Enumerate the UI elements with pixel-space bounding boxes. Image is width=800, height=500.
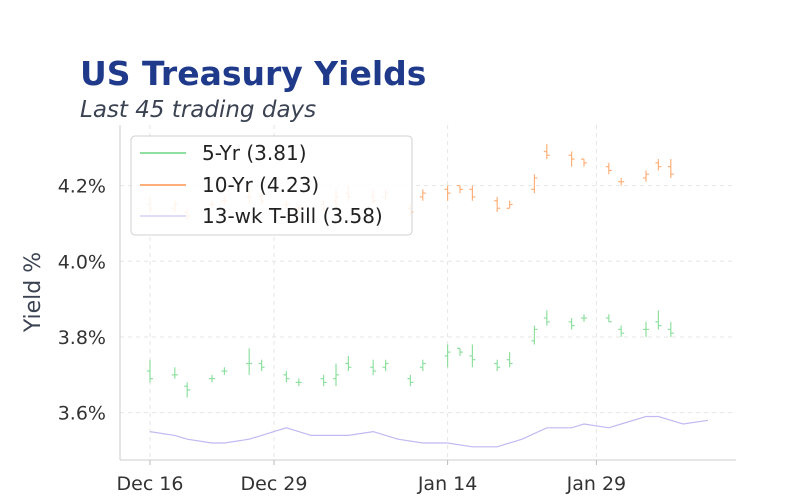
legend-label-5yr: 5-Yr (3.81): [202, 141, 307, 165]
ohlc-bar-5yr: [568, 318, 575, 330]
y-tick-label: 3.8%: [58, 327, 106, 349]
ohlc-bar-5yr: [246, 348, 253, 375]
ohlc-bar-5yr: [370, 359, 377, 375]
grid-lines: [120, 125, 736, 460]
ohlc-bar-5yr: [345, 355, 352, 372]
ohlc-bar-10yr: [568, 151, 575, 167]
ohlc-bar-10yr: [419, 189, 426, 201]
legend-box: [130, 135, 413, 236]
ohlc-bar-5yr: [283, 371, 290, 383]
tbill-line: [149, 415, 709, 448]
x-tick-label: Jan 29: [566, 473, 627, 495]
ohlc-bar-5yr: [494, 359, 501, 372]
ohlc-bar-5yr: [506, 352, 513, 368]
y-tick-labels: 3.6% 3.8% 4.0% 4.2%: [58, 176, 106, 425]
ohlc-bar-5yr: [333, 363, 339, 387]
y-axis-title: Yield %: [21, 252, 46, 333]
ohlc-bar-5yr: [184, 382, 191, 398]
x-tick-labels: Dec 16 Dec 29 Jan 14 Jan 29: [117, 460, 627, 495]
ohlc-bar-5yr: [320, 374, 327, 387]
ohlc-bar-10yr: [667, 159, 674, 178]
ohlc-bar-10yr: [531, 174, 538, 194]
ohlc-bar-5yr: [171, 367, 178, 379]
ohlc-bar-5yr: [605, 314, 612, 323]
ohlc-bar-5yr: [655, 310, 662, 330]
ohlc-bar-5yr: [581, 314, 587, 322]
ohlc-bar-5yr-group: [147, 310, 674, 398]
legend-label-10yr: 10-Yr (4.23): [202, 173, 319, 197]
ohlc-bar-5yr: [407, 374, 414, 387]
chart-subtitle: Last 45 trading days: [80, 97, 317, 123]
ohlc-bar-10yr: [457, 184, 463, 194]
ohlc-bar-10yr: [469, 185, 476, 201]
ohlc-bar-5yr: [419, 359, 426, 372]
ohlc-bar-5yr: [444, 344, 451, 368]
ohlc-bar-5yr: [382, 359, 389, 372]
y-tick-label: 4.2%: [58, 176, 106, 198]
ohlc-bar-10yr: [494, 196, 501, 213]
ohlc-bar-5yr: [258, 359, 265, 372]
axes: [119, 125, 736, 461]
x-tick-label: Dec 16: [117, 473, 184, 495]
y-tick-label: 3.6%: [58, 403, 106, 425]
ohlc-bar-10yr: [643, 170, 649, 182]
x-tick-label: Dec 29: [241, 473, 308, 495]
ohlc-bar-5yr: [221, 367, 228, 375]
ohlc-bar-10yr: [444, 185, 451, 201]
ohlc-bar-5yr: [543, 310, 550, 326]
legend: 5-Yr (3.81) 10-Yr (4.23) 13-wk T-Bill (3…: [130, 135, 413, 236]
ohlc-bar-5yr: [531, 325, 538, 345]
ohlc-bar-5yr: [618, 325, 625, 337]
ohlc-bar-5yr: [667, 321, 674, 337]
ohlc-bar-10yr: [506, 200, 513, 209]
y-tick-label: 4.0%: [58, 251, 106, 273]
ohlc-bar-5yr: [295, 378, 302, 387]
chart-title: US Treasury Yields: [80, 54, 427, 93]
ohlc-bar-5yr: [469, 344, 476, 368]
ohlc-bar-5yr: [209, 374, 215, 383]
ohlc-bar-10yr: [618, 177, 625, 186]
ohlc-bar-10yr: [655, 159, 662, 171]
ohlc-bar-5yr: [147, 359, 153, 383]
ohlc-bar-5yr: [643, 321, 649, 337]
ohlc-bar-5yr: [457, 347, 463, 356]
legend-label-tbill: 13-wk T-Bill (3.58): [202, 204, 383, 228]
x-tick-label: Jan 14: [417, 473, 478, 495]
ohlc-bar-10yr: [605, 162, 612, 175]
ohlc-bar-10yr: [581, 158, 587, 167]
ohlc-bar-10yr: [543, 143, 550, 160]
